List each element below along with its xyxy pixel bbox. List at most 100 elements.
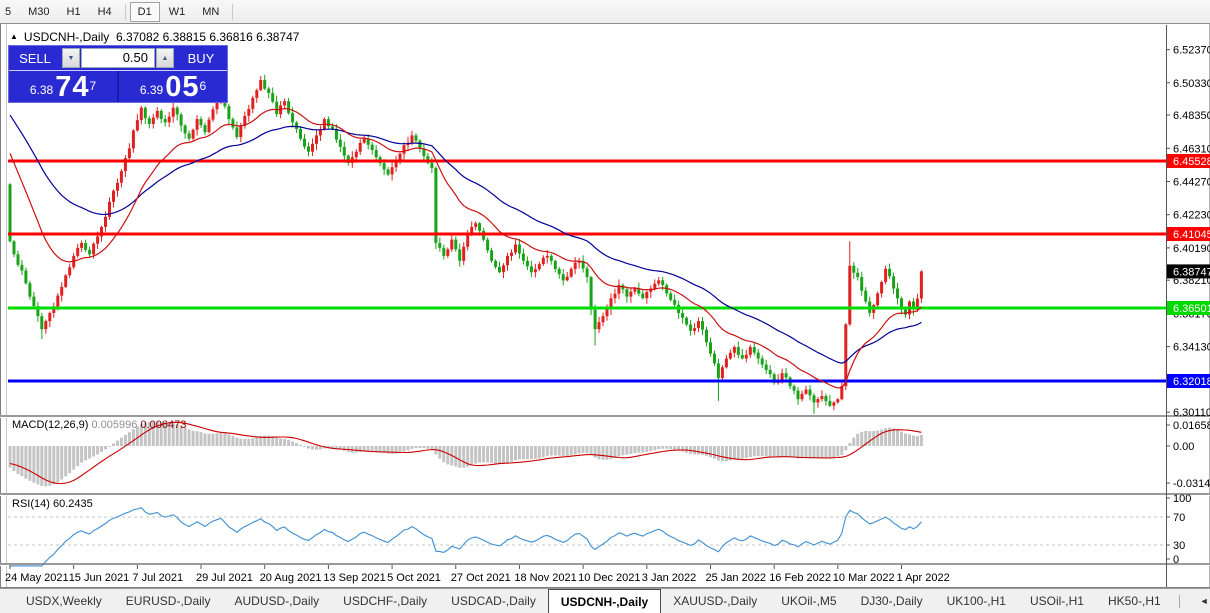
macd-histogram bbox=[8, 421, 923, 487]
price-tick-label: 6.34130 bbox=[1173, 342, 1210, 354]
macd-label: MACD(12,26,9) 0.005996 0.006473 bbox=[12, 419, 186, 431]
timeframe-button-d1[interactable]: D1 bbox=[129, 1, 160, 22]
tab-xauusd-daily[interactable]: XAUUSD-,Daily bbox=[673, 594, 758, 608]
timeframe-toolbar: 5 M30 H1 H4 D1 W1 MN bbox=[0, 0, 1210, 24]
chart-background bbox=[0, 24, 1210, 588]
timeframe-button-5[interactable]: 5 bbox=[5, 5, 12, 18]
quote-panel: SELL ▼ 0.50 ▲ BUY 6.38 74 7 6.39 05 6 bbox=[8, 45, 228, 103]
price-tick-label: 6.46310 bbox=[1173, 143, 1210, 155]
date-label[interactable]: 27 Oct 2021 bbox=[451, 572, 511, 584]
chart-window[interactable]: 6.52370 6.50330 6.48350 6.46310 6.44270 6.422… bbox=[0, 24, 1210, 588]
chart-title: ▲ USDCNH-,Daily 6.37082 6.38815 6.36816 6… bbox=[10, 30, 299, 44]
date-label[interactable]: 29 Jul 2021 bbox=[196, 572, 253, 584]
spread-decrease-button[interactable]: ▼ bbox=[62, 48, 80, 68]
sell-button[interactable]: SELL bbox=[9, 46, 61, 70]
macd-name: MACD(12,26,9) bbox=[12, 419, 89, 431]
macd-value-signal: 0.006473 bbox=[140, 419, 187, 431]
rsi-axis-label: 30 bbox=[1173, 540, 1185, 552]
date-label[interactable]: 3 Jan 2022 bbox=[642, 572, 696, 584]
price-tick-label: 6.52370 bbox=[1173, 45, 1210, 57]
bid-price-small: 6.38 bbox=[29, 83, 54, 97]
ask-price-big: 05 bbox=[165, 71, 200, 103]
macd-axis-label: 0.016586 bbox=[1173, 420, 1210, 432]
bid-price-sup: 7 bbox=[89, 79, 97, 93]
panel-divider-0[interactable] bbox=[0, 415, 1210, 417]
date-label[interactable]: 16 Feb 2022 bbox=[769, 572, 831, 584]
resistance-2-label-text: 6.41045 bbox=[1173, 229, 1210, 241]
support-1-label-text: 6.36501 bbox=[1173, 303, 1210, 315]
date-label[interactable]: 20 Aug 2021 bbox=[260, 572, 322, 584]
date-label[interactable]: 25 Jan 2022 bbox=[706, 572, 767, 584]
support-1-label bbox=[1167, 301, 1210, 315]
price-tick-label: 6.30110 bbox=[1173, 407, 1210, 419]
price-tick-label: 6.48350 bbox=[1173, 110, 1210, 122]
resistance-1-label-text: 6.45528 bbox=[1173, 156, 1210, 168]
collapse-triangle-icon[interactable]: ▲ bbox=[10, 32, 18, 41]
tab-dj30-daily[interactable]: DJ30-,Daily bbox=[860, 594, 923, 608]
tab-audusd-daily[interactable]: AUDUSD-,Daily bbox=[234, 594, 320, 608]
ask-price-sup: 6 bbox=[199, 79, 207, 93]
panel-divider-2[interactable] bbox=[0, 563, 1210, 565]
macd-axis-label: 0.00 bbox=[1173, 441, 1194, 453]
bid-price-big: 74 bbox=[55, 71, 90, 103]
date-label[interactable]: 10 Dec 2021 bbox=[578, 572, 640, 584]
toolbar-separator bbox=[232, 3, 234, 20]
rsi-line bbox=[10, 507, 922, 567]
macd-signal-line bbox=[9, 421, 922, 485]
tab-usdx-weekly[interactable]: USDX,Weekly bbox=[26, 594, 102, 608]
rsi-label: RSI(14) 60.2435 bbox=[12, 498, 93, 510]
support-2-label bbox=[1167, 374, 1210, 388]
rsi-axis-label: 100 bbox=[1173, 493, 1191, 505]
timeframe-button-w1[interactable]: W1 bbox=[168, 5, 186, 18]
macd-value-main: 0.005996 bbox=[91, 419, 138, 431]
date-label[interactable]: 24 May 2021 bbox=[5, 572, 69, 584]
timeframe-button-mn[interactable]: MN bbox=[202, 5, 220, 18]
rsi-axis-label: 0 bbox=[1173, 554, 1179, 566]
tab-separator bbox=[1178, 594, 1180, 608]
support-2-label-text: 6.32018 bbox=[1173, 376, 1210, 388]
bid-price[interactable]: 6.38 74 7 bbox=[9, 71, 119, 102]
current-price-label-text: 6.38747 bbox=[1173, 266, 1210, 278]
price-chart-svg[interactable]: 6.52370 6.50330 6.48350 6.46310 6.44270 6.422… bbox=[0, 24, 1210, 588]
toolbar-separator bbox=[124, 3, 126, 20]
panel-divider-1[interactable] bbox=[0, 493, 1210, 495]
timeframe-button-h4[interactable]: H4 bbox=[97, 5, 112, 18]
ma-fast-line bbox=[9, 107, 922, 389]
rsi-axis-label: 70 bbox=[1173, 512, 1185, 524]
spread-input[interactable]: 0.50 bbox=[81, 48, 155, 68]
timeframe-button-h1[interactable]: H1 bbox=[66, 5, 81, 18]
date-label[interactable]: 1 Apr 2022 bbox=[897, 572, 950, 584]
chart-ohlc-values: 6.37082 6.38815 6.36816 6.38747 bbox=[115, 30, 300, 44]
tab-uk100-h1[interactable]: UK100-,H1 bbox=[946, 594, 1006, 608]
spread-increase-button[interactable]: ▲ bbox=[156, 48, 174, 68]
date-label[interactable]: 7 Jul 2021 bbox=[132, 572, 183, 584]
resistance-1-label bbox=[1167, 154, 1210, 168]
date-label[interactable]: 5 Oct 2021 bbox=[387, 572, 441, 584]
ma-slow-line bbox=[9, 114, 922, 364]
price-tick-label: 6.42230 bbox=[1173, 210, 1210, 222]
ask-price-small: 6.39 bbox=[139, 83, 164, 97]
rsi-name: RSI(14) bbox=[12, 498, 50, 510]
rsi-value: 60.2435 bbox=[52, 498, 93, 510]
ask-price[interactable]: 6.39 05 6 bbox=[119, 71, 227, 102]
price-tick-label: 6.50330 bbox=[1173, 78, 1210, 90]
tab-eurusd-daily[interactable]: EURUSD-,Daily bbox=[125, 594, 211, 608]
buy-button[interactable]: BUY bbox=[175, 46, 227, 70]
tab-scroll-left-icon[interactable]: ◄ bbox=[1199, 596, 1209, 606]
current-price-label bbox=[1167, 264, 1210, 279]
timeframe-button-m30[interactable]: M30 bbox=[28, 5, 50, 18]
tab-usdcad-daily[interactable]: USDCAD-,Daily bbox=[451, 594, 536, 608]
price-tick-label: 6.40190 bbox=[1173, 243, 1210, 255]
date-label[interactable]: 10 Mar 2022 bbox=[833, 572, 895, 584]
chart-symbol: USDCNH-,Daily bbox=[23, 30, 110, 44]
date-label[interactable]: 15 Jun 2021 bbox=[69, 572, 130, 584]
date-label[interactable]: 13 Sep 2021 bbox=[323, 572, 385, 584]
tab-usdchf-daily[interactable]: USDCHF-,Daily bbox=[343, 594, 428, 608]
tab-ukoil-m5[interactable]: UKOil-,M5 bbox=[781, 594, 837, 608]
date-label[interactable]: 18 Nov 2021 bbox=[514, 572, 576, 584]
tab-usdcnh-daily[interactable]: USDCNH-,Daily bbox=[547, 589, 662, 613]
tab-usoil-h1[interactable]: USOil-,H1 bbox=[1029, 594, 1084, 608]
symbol-tab-bar: USDX,Weekly EURUSD-,Daily AUDUSD-,Daily USD… bbox=[0, 588, 1210, 613]
tab-hk50-h1[interactable]: HK50-,H1 bbox=[1107, 594, 1161, 608]
